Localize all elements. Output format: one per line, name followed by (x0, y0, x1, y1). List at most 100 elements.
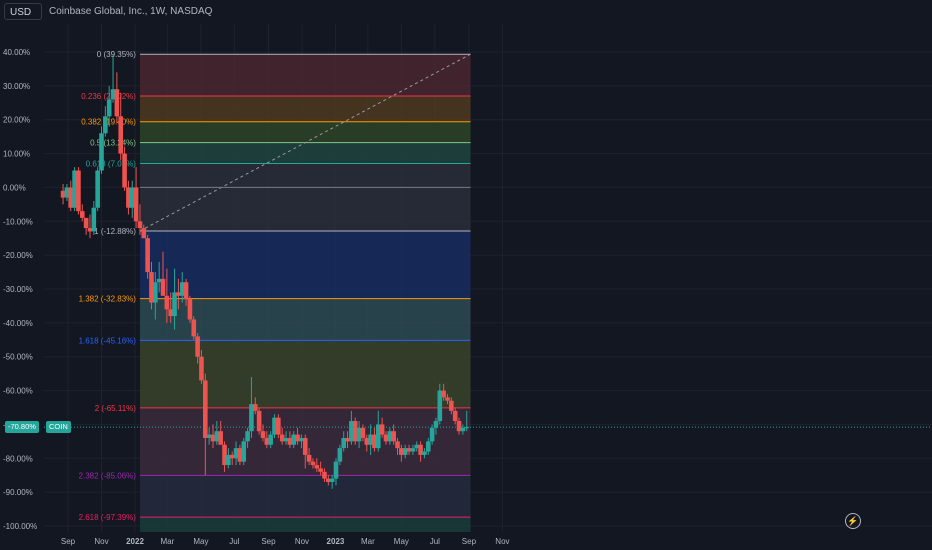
x-tick-label: Nov (94, 537, 108, 546)
y-tick-label: -10.00% (3, 217, 33, 226)
candle (441, 383, 446, 401)
candle (241, 437, 247, 466)
candle-body (299, 437, 304, 442)
candle (402, 444, 408, 459)
candle-body (222, 444, 227, 466)
candle-body (118, 116, 124, 154)
candle-body (156, 278, 162, 283)
candle-body (329, 478, 335, 482)
candle-body (464, 427, 470, 429)
y-axis: 40.00% 30.00% 20.00% 10.00% 0.00% -10.00% -20.… (3, 48, 37, 531)
currency-selector[interactable]: USD (4, 3, 42, 20)
candle (364, 434, 370, 452)
candle-body (283, 437, 289, 442)
candle (372, 427, 377, 452)
candle (322, 468, 327, 482)
candle (422, 448, 427, 459)
candle-body (233, 448, 239, 459)
fib-level-label: 1 (-12.88%) (94, 227, 136, 236)
candle-body (441, 390, 446, 398)
candle-body (360, 427, 366, 438)
candle-body (383, 434, 389, 442)
candle-body (160, 278, 166, 296)
candle-body (229, 454, 235, 459)
candle-body (122, 153, 127, 188)
candle (245, 427, 250, 449)
fib-trend-line (139, 53, 471, 232)
candle (333, 458, 339, 486)
candle-body (414, 444, 420, 449)
y-tick-label: -100.00% (3, 522, 37, 531)
y-tick-label: -80.00% (3, 454, 33, 463)
candle-body (302, 437, 308, 455)
candle (68, 180, 74, 212)
candle-body (60, 190, 66, 198)
candle (160, 251, 166, 296)
candle (449, 397, 454, 415)
candle (352, 417, 358, 445)
x-tick-label: Sep (462, 537, 477, 546)
candle (318, 461, 323, 476)
candle (341, 431, 346, 452)
candle (87, 214, 93, 239)
candle (360, 424, 366, 442)
candle-body (295, 434, 300, 442)
candle-body (433, 421, 439, 428)
candle-body (337, 448, 343, 462)
fib-extension-drawing[interactable]: 0 (39.35%)0.236 (27.02%)0.382 (19.40%)0.… (44, 50, 932, 534)
candle (191, 316, 197, 340)
candle (429, 424, 435, 445)
fib-zone (139, 121, 471, 143)
lightning-icon[interactable]: ⚡ (845, 513, 861, 529)
x-tick-label: Sep (261, 537, 276, 546)
candle (306, 448, 312, 466)
candle-body (379, 424, 385, 435)
candle-body (425, 441, 431, 452)
candle-body (391, 431, 396, 442)
candle-body (72, 170, 77, 208)
candle (203, 373, 208, 476)
candle-body (241, 441, 247, 462)
fib-level-label: 0.5 (13.24%) (90, 139, 136, 148)
candle (283, 431, 289, 445)
x-tick-label: 2023 (327, 537, 345, 546)
candle-body (372, 434, 377, 449)
candle (314, 458, 320, 472)
candle-body (310, 461, 316, 466)
candle-body (291, 434, 297, 445)
candle (172, 268, 177, 330)
candle (218, 421, 223, 445)
fib-zone (139, 54, 471, 96)
candle (433, 417, 439, 435)
candle (460, 424, 466, 435)
candle (445, 393, 450, 405)
candle-body (103, 116, 108, 134)
candle (137, 204, 143, 235)
candle-body (314, 465, 320, 469)
candle-body (64, 187, 70, 198)
candle-body (214, 431, 220, 442)
candle (356, 421, 362, 449)
candle (206, 427, 212, 445)
x-tick-label: Nov (295, 537, 309, 546)
candle (418, 441, 423, 462)
x-axis: Sep Nov 2022 Mar May Jul Sep Nov 2023 Mar May Jul Se… (0, 532, 932, 550)
x-axis-band (0, 532, 932, 550)
x-tick-label: May (394, 537, 409, 546)
fib-level-label: 2 (-65.11%) (95, 404, 137, 413)
candle-body (191, 319, 197, 337)
candle-body (341, 437, 346, 449)
candle-body (429, 427, 435, 442)
candle (302, 434, 308, 469)
candle (226, 448, 231, 469)
candle-body (422, 451, 427, 455)
fib-zone (139, 340, 471, 408)
x-tick-label: Sep (61, 537, 76, 546)
candle-body (399, 448, 404, 455)
candle (76, 167, 81, 215)
candle-body (176, 292, 181, 296)
candle (229, 451, 235, 466)
candle-body (172, 292, 177, 317)
candle-body (260, 431, 266, 438)
